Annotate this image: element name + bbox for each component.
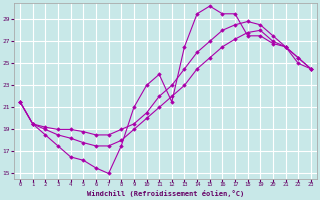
X-axis label: Windchill (Refroidissement éolien,°C): Windchill (Refroidissement éolien,°C) (87, 190, 244, 197)
